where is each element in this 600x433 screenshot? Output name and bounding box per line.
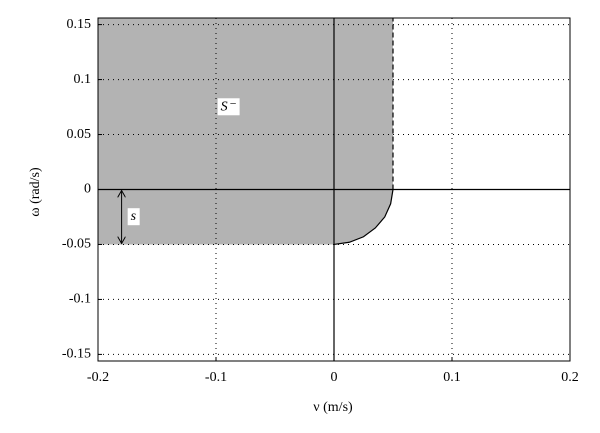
x-tick-label: 0 <box>331 370 338 385</box>
annotation-background <box>217 98 240 116</box>
annotation: s <box>131 209 137 224</box>
annotation: S⁻ <box>221 99 237 114</box>
x-tick-label: 0.2 <box>561 370 579 385</box>
plot-frame <box>97 17 571 362</box>
y-tick-label: 0.05 <box>67 127 92 142</box>
y-tick-label: 0.15 <box>67 17 92 32</box>
x-tick-label: -0.1 <box>205 370 227 385</box>
x-tick-label: -0.2 <box>87 370 109 385</box>
y-axis-label: ω (rad/s) <box>28 167 43 217</box>
boundary-curve <box>333 189 394 246</box>
y-tick-label: -0.05 <box>62 237 91 252</box>
y-tick-label: -0.15 <box>62 347 91 362</box>
region <box>98 18 393 245</box>
x-axis-label: ν (m/s) <box>313 400 353 415</box>
x-tick-label: 0.1 <box>443 370 461 385</box>
annotation-background <box>127 208 140 226</box>
y-tick-label: 0 <box>84 182 91 197</box>
y-tick-label: -0.1 <box>69 292 91 307</box>
y-tick-label: 0.1 <box>74 72 92 87</box>
